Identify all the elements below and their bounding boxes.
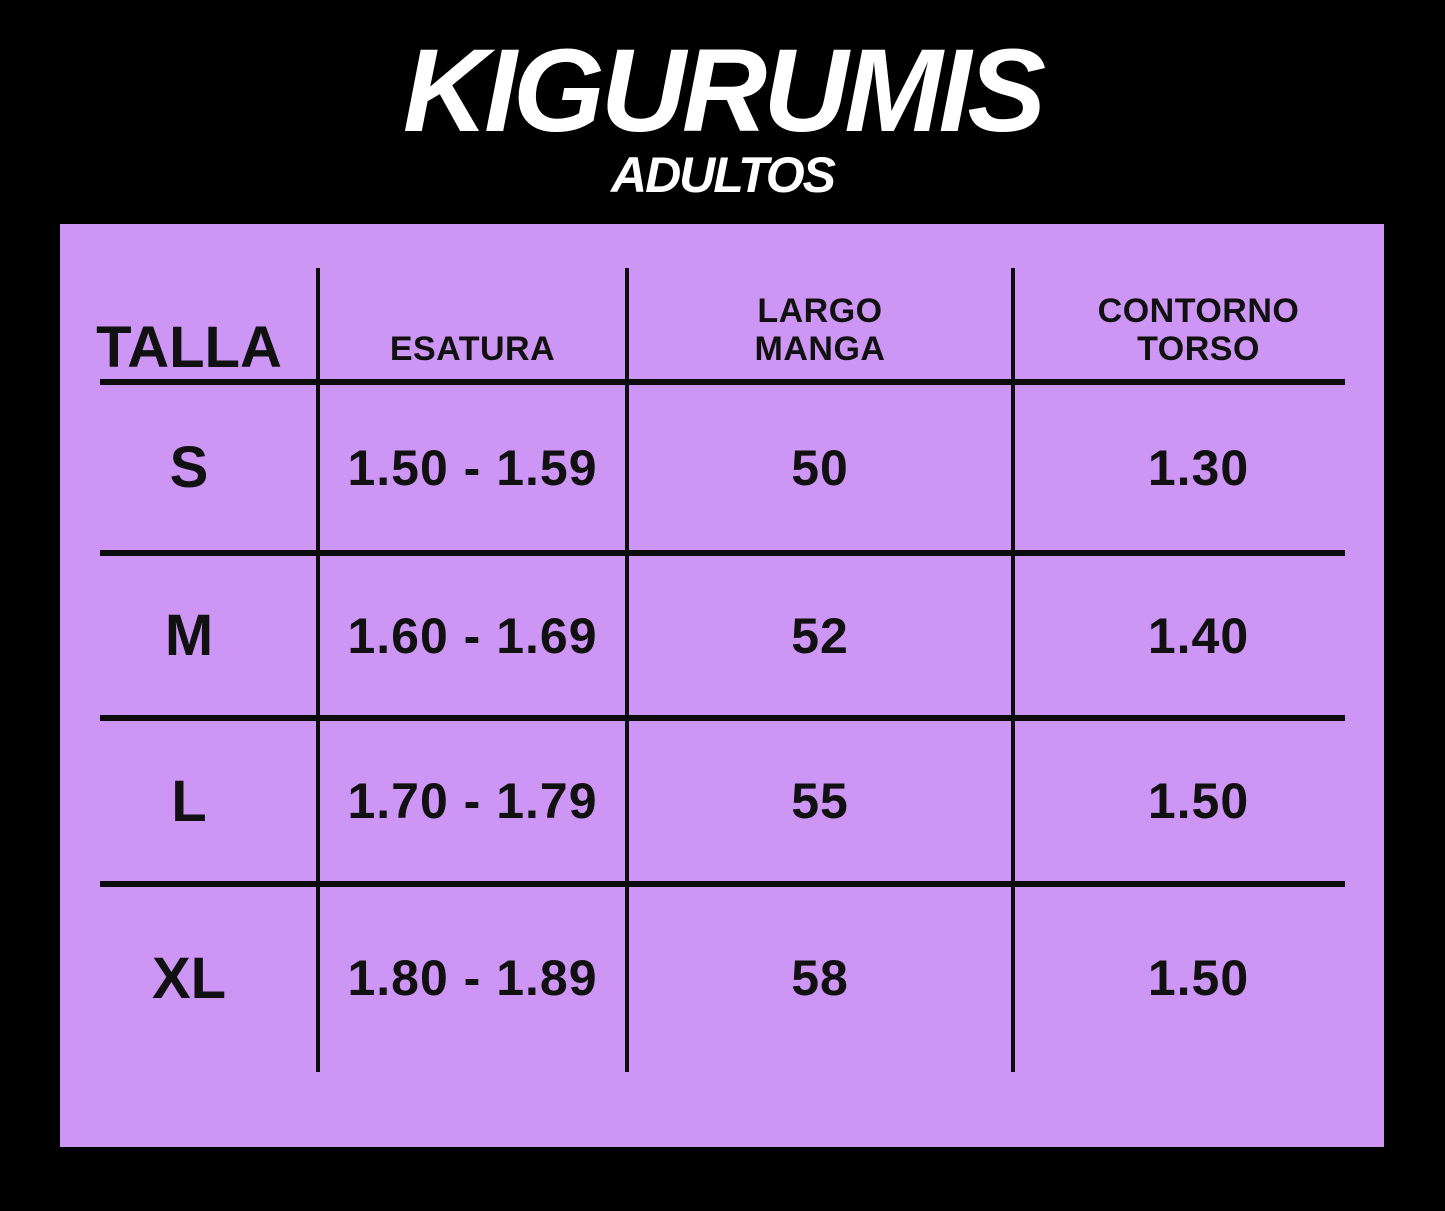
row-divider	[100, 379, 1345, 385]
size-table-panel: TALLA ESATURA LARGO MANGA CONTORNO TORSO…	[60, 224, 1384, 1147]
table-row-s-size: S	[169, 435, 209, 500]
table-row-xl-size: XL	[151, 945, 227, 1011]
column-header-label: LARGO	[757, 292, 883, 330]
table-row-xl-largo-manga: 58	[791, 950, 849, 1006]
column-header-contorno-torso: CONTORNO TORSO	[1013, 224, 1384, 382]
table-row-m-largo-manga: 52	[791, 607, 849, 664]
table-row-s-largo-manga: 50	[791, 439, 849, 496]
table-row-m-size: M	[164, 603, 214, 668]
table-row-s-esatura: 1.50 - 1.59	[347, 439, 598, 496]
size-table: TALLA ESATURA LARGO MANGA CONTORNO TORSO…	[60, 224, 1384, 1147]
table-row-m-contorno-torso: 1.40	[1147, 607, 1250, 664]
table-row-xl-esatura: 1.80 - 1.89	[347, 950, 598, 1006]
table-row-xl-contorno-torso: 1.50	[1147, 950, 1250, 1006]
title-block: KIGURUMIS ADULTOS	[0, 25, 1445, 203]
column-header-talla: TALLA	[60, 224, 318, 382]
column-header-label: ESATURA	[389, 330, 556, 368]
column-divider	[625, 268, 629, 1072]
page-subtitle: ADULTOS	[610, 146, 836, 203]
row-divider	[100, 550, 1345, 556]
column-divider	[316, 268, 320, 1072]
page-title: KIGURUMIS	[402, 25, 1046, 157]
table-row-l-esatura: 1.70 - 1.79	[347, 773, 598, 829]
table-row-l-size: L	[171, 768, 207, 834]
table-row-l-largo-manga: 55	[791, 773, 849, 829]
column-header-label: CONTORNO	[1097, 292, 1300, 330]
row-divider	[100, 715, 1345, 721]
column-header-label: TALLA	[96, 315, 282, 380]
table-row-s-contorno-torso: 1.30	[1147, 439, 1250, 496]
column-header-esatura: ESATURA	[318, 224, 627, 382]
table-row-m-esatura: 1.60 - 1.69	[347, 607, 598, 664]
column-divider	[1011, 268, 1015, 1072]
table-row-l-contorno-torso: 1.50	[1147, 773, 1250, 829]
column-header-label: MANGA	[754, 330, 886, 368]
column-header-label: TORSO	[1137, 330, 1260, 368]
column-header-largo-manga: LARGO MANGA	[627, 224, 1013, 382]
row-divider	[100, 881, 1345, 887]
